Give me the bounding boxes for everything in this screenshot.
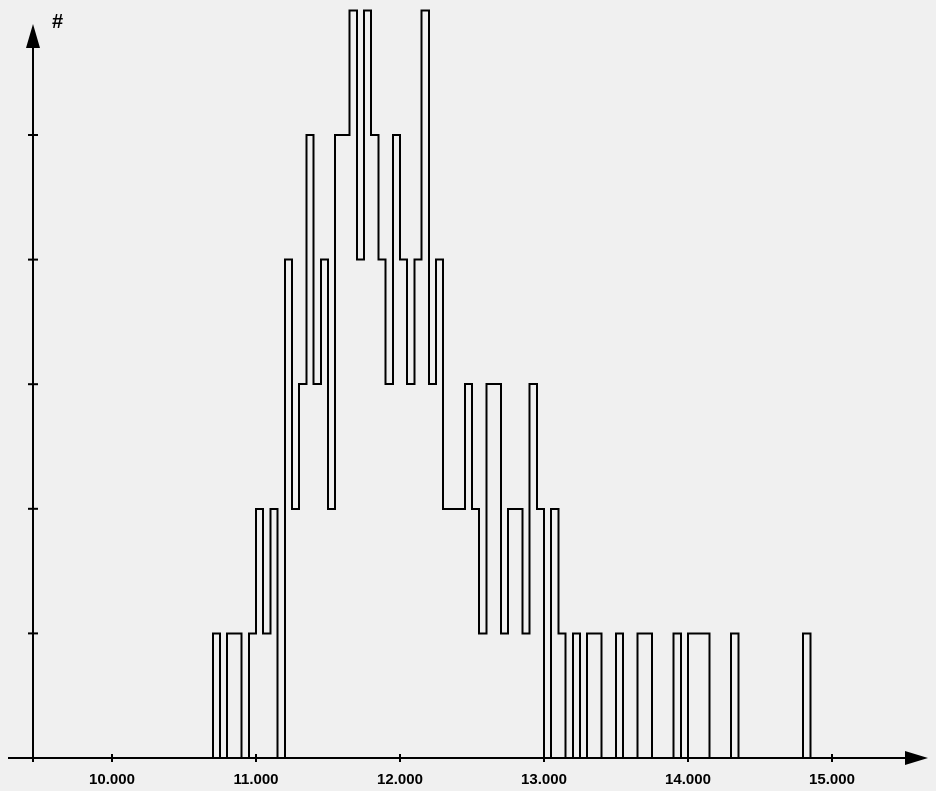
- x-tick-label: 11.000: [233, 771, 278, 788]
- x-ticks: 10.000 11.000 12.000 13.000 14.000 15.000: [89, 754, 855, 788]
- axes: #: [8, 11, 928, 765]
- x-tick-label: 12.000: [377, 771, 423, 788]
- x-tick-label: 13.000: [521, 771, 567, 788]
- y-axis-arrowhead: [26, 24, 40, 48]
- x-tick-label: 10.000: [89, 771, 135, 788]
- y-ticks: [28, 134, 38, 635]
- x-axis-arrowhead: [905, 751, 928, 765]
- x-tick-label: 14.000: [665, 771, 711, 788]
- x-tick-label: 15.000: [809, 771, 855, 788]
- y-axis-label: #: [52, 11, 63, 33]
- histogram-outline: [211, 9, 818, 759]
